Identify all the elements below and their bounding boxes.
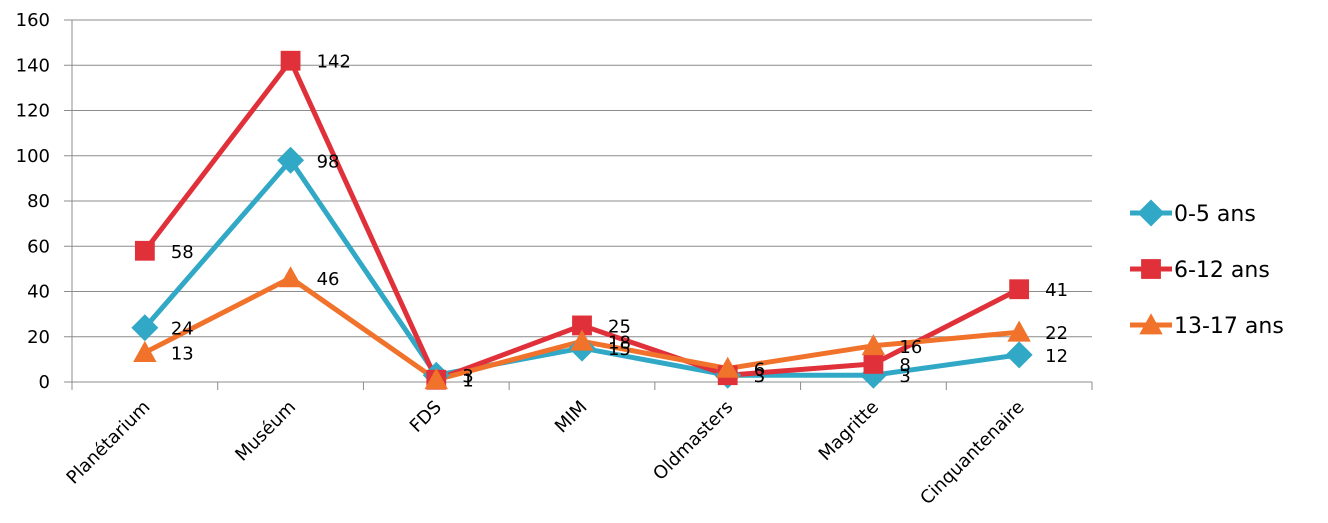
data-label: 3 [754,366,765,387]
x-category-label: Oldmasters [649,397,737,485]
x-category-label: Muséum [231,397,300,466]
x-category-label: Planétarium [63,397,155,489]
data-point-diamond [277,146,305,174]
data-label: 18 [608,332,631,353]
legend-label: 13-17 ans [1174,314,1284,339]
data-label: 13 [171,344,194,365]
legend-label: 0-5 ans [1174,202,1256,227]
data-point-triangle [1007,320,1031,342]
data-point-square [572,315,592,336]
legend-marker-diamond [1137,199,1165,227]
data-point-diamond [131,314,159,342]
x-category-label: FDS [406,397,446,437]
data-point-triangle [716,356,740,378]
data-label: 15 [608,339,631,360]
data-point-triangle [570,329,594,351]
legend-marker-square [1141,259,1161,279]
data-label: 46 [317,269,340,290]
data-point-square [863,354,884,374]
y-tick-label: 20 [27,327,50,348]
data-label: 22 [1045,323,1068,344]
data-label: 1 [462,371,473,392]
data-point-triangle [278,266,303,288]
data-point-diamond [1005,341,1033,369]
data-label: 12 [1045,346,1068,367]
legend-item: 6-12 ans [1130,258,1270,283]
data-point-square [134,240,155,261]
data-label: 58 [171,242,194,263]
y-tick-label: 40 [27,282,50,303]
legend-marker-triangle [1139,313,1163,335]
data-label: 3 [754,366,765,387]
data-label: 1 [462,371,473,392]
data-point-square [280,50,301,71]
y-tick-label: 60 [27,236,50,257]
data-label: 3 [462,366,473,387]
y-tick-label: 100 [16,146,50,167]
data-label: 6 [754,359,765,380]
data-point-square [1009,279,1030,300]
legend-item: 0-5 ans [1130,199,1256,227]
x-category-label: Magritte [815,397,883,465]
x-category-label: MIM [551,397,592,438]
data-point-triangle [424,368,448,390]
y-tick-label: 140 [16,55,50,76]
y-tick-label: 0 [39,372,50,393]
legend-item: 13-17 ans [1130,313,1284,339]
legend-label: 6-12 ans [1174,258,1270,283]
y-tick-label: 160 [16,10,50,31]
data-label: 142 [317,52,351,73]
data-label: 24 [171,319,194,340]
data-label: 16 [899,337,922,358]
y-tick-label: 80 [27,191,50,212]
data-label: 41 [1045,280,1068,301]
data-label: 98 [317,151,340,172]
data-label: 8 [899,355,910,376]
x-category-label: Cinquantenaire [916,397,1028,509]
y-tick-label: 120 [16,101,50,122]
data-point-triangle [133,340,157,362]
data-label: 25 [608,316,631,337]
data-point-triangle [861,334,886,356]
data-label: 3 [899,366,910,387]
